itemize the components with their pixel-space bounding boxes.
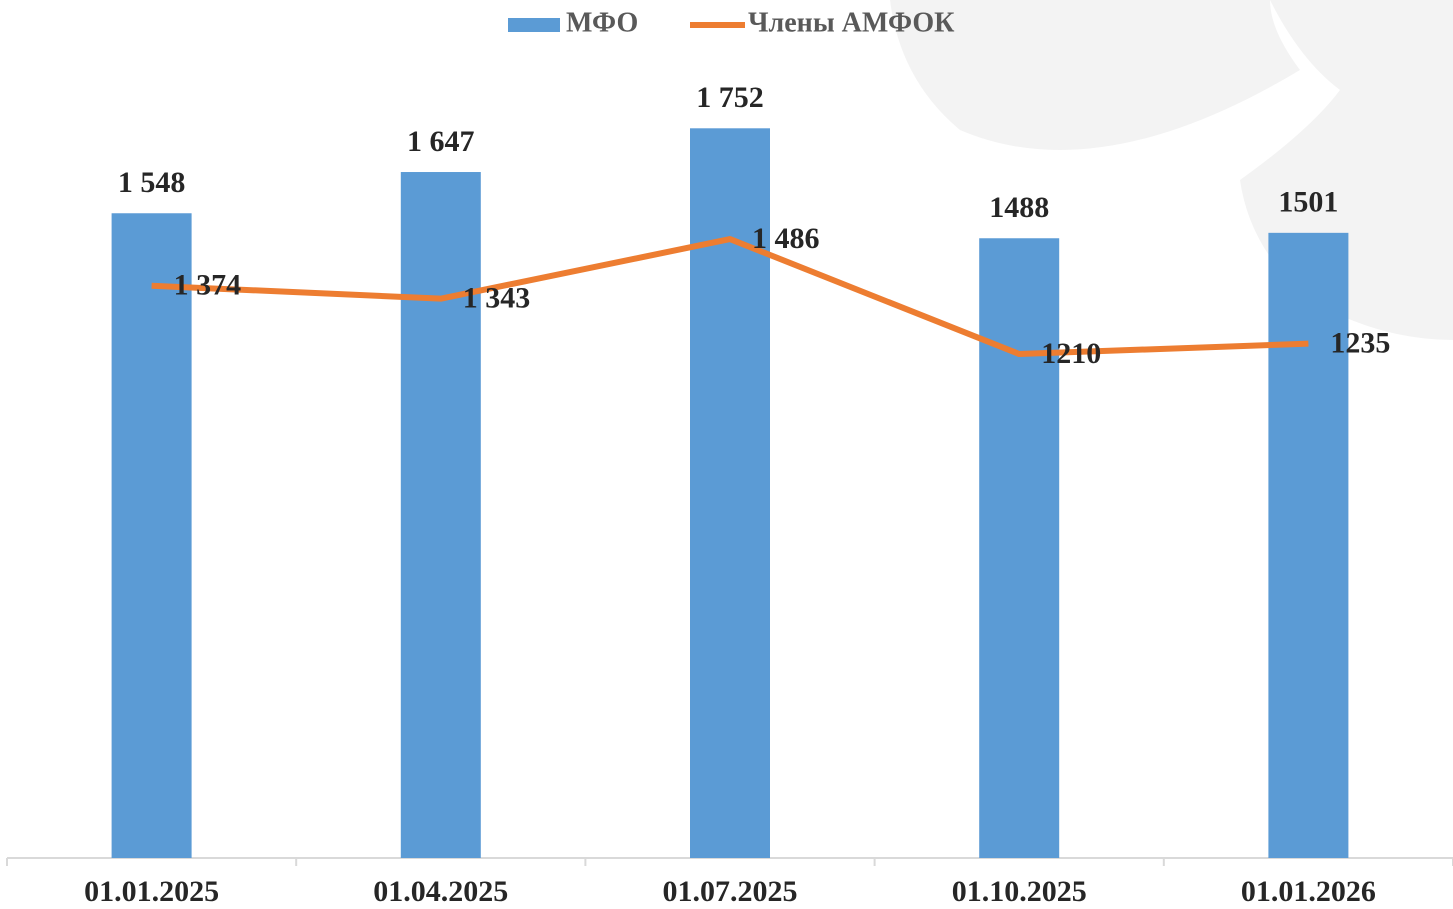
bar <box>1268 232 1349 858</box>
bar <box>979 238 1060 859</box>
legend-label: Члены АМФОК <box>748 7 955 38</box>
bar-value-label: 1 647 <box>407 125 475 158</box>
line-value-label: 1 486 <box>752 222 820 255</box>
bar <box>400 172 481 858</box>
bar-value-label: 1 752 <box>696 81 764 114</box>
line-value-label: 1210 <box>1041 337 1101 370</box>
bar <box>111 213 192 858</box>
line-value-label: 1235 <box>1330 327 1390 360</box>
background-decoration <box>890 0 1453 340</box>
x-tick-label: 01.01.2026 <box>1241 875 1376 908</box>
legend-label: МФО <box>566 7 638 38</box>
bar-value-label: 1488 <box>989 191 1049 224</box>
line <box>151 236 1309 358</box>
x-tick-label: 01.07.2025 <box>663 875 798 908</box>
line-value-label: 1 343 <box>463 282 531 315</box>
line-value-label: 1 374 <box>174 269 242 302</box>
legend-swatch <box>508 18 560 32</box>
x-tick-label: 01.01.2025 <box>84 875 219 908</box>
bar-value-label: 1 548 <box>118 166 186 199</box>
x-tick-label: 01.04.2025 <box>373 875 508 908</box>
x-tick-label: 01.10.2025 <box>952 875 1087 908</box>
bar-value-label: 1501 <box>1278 186 1338 219</box>
